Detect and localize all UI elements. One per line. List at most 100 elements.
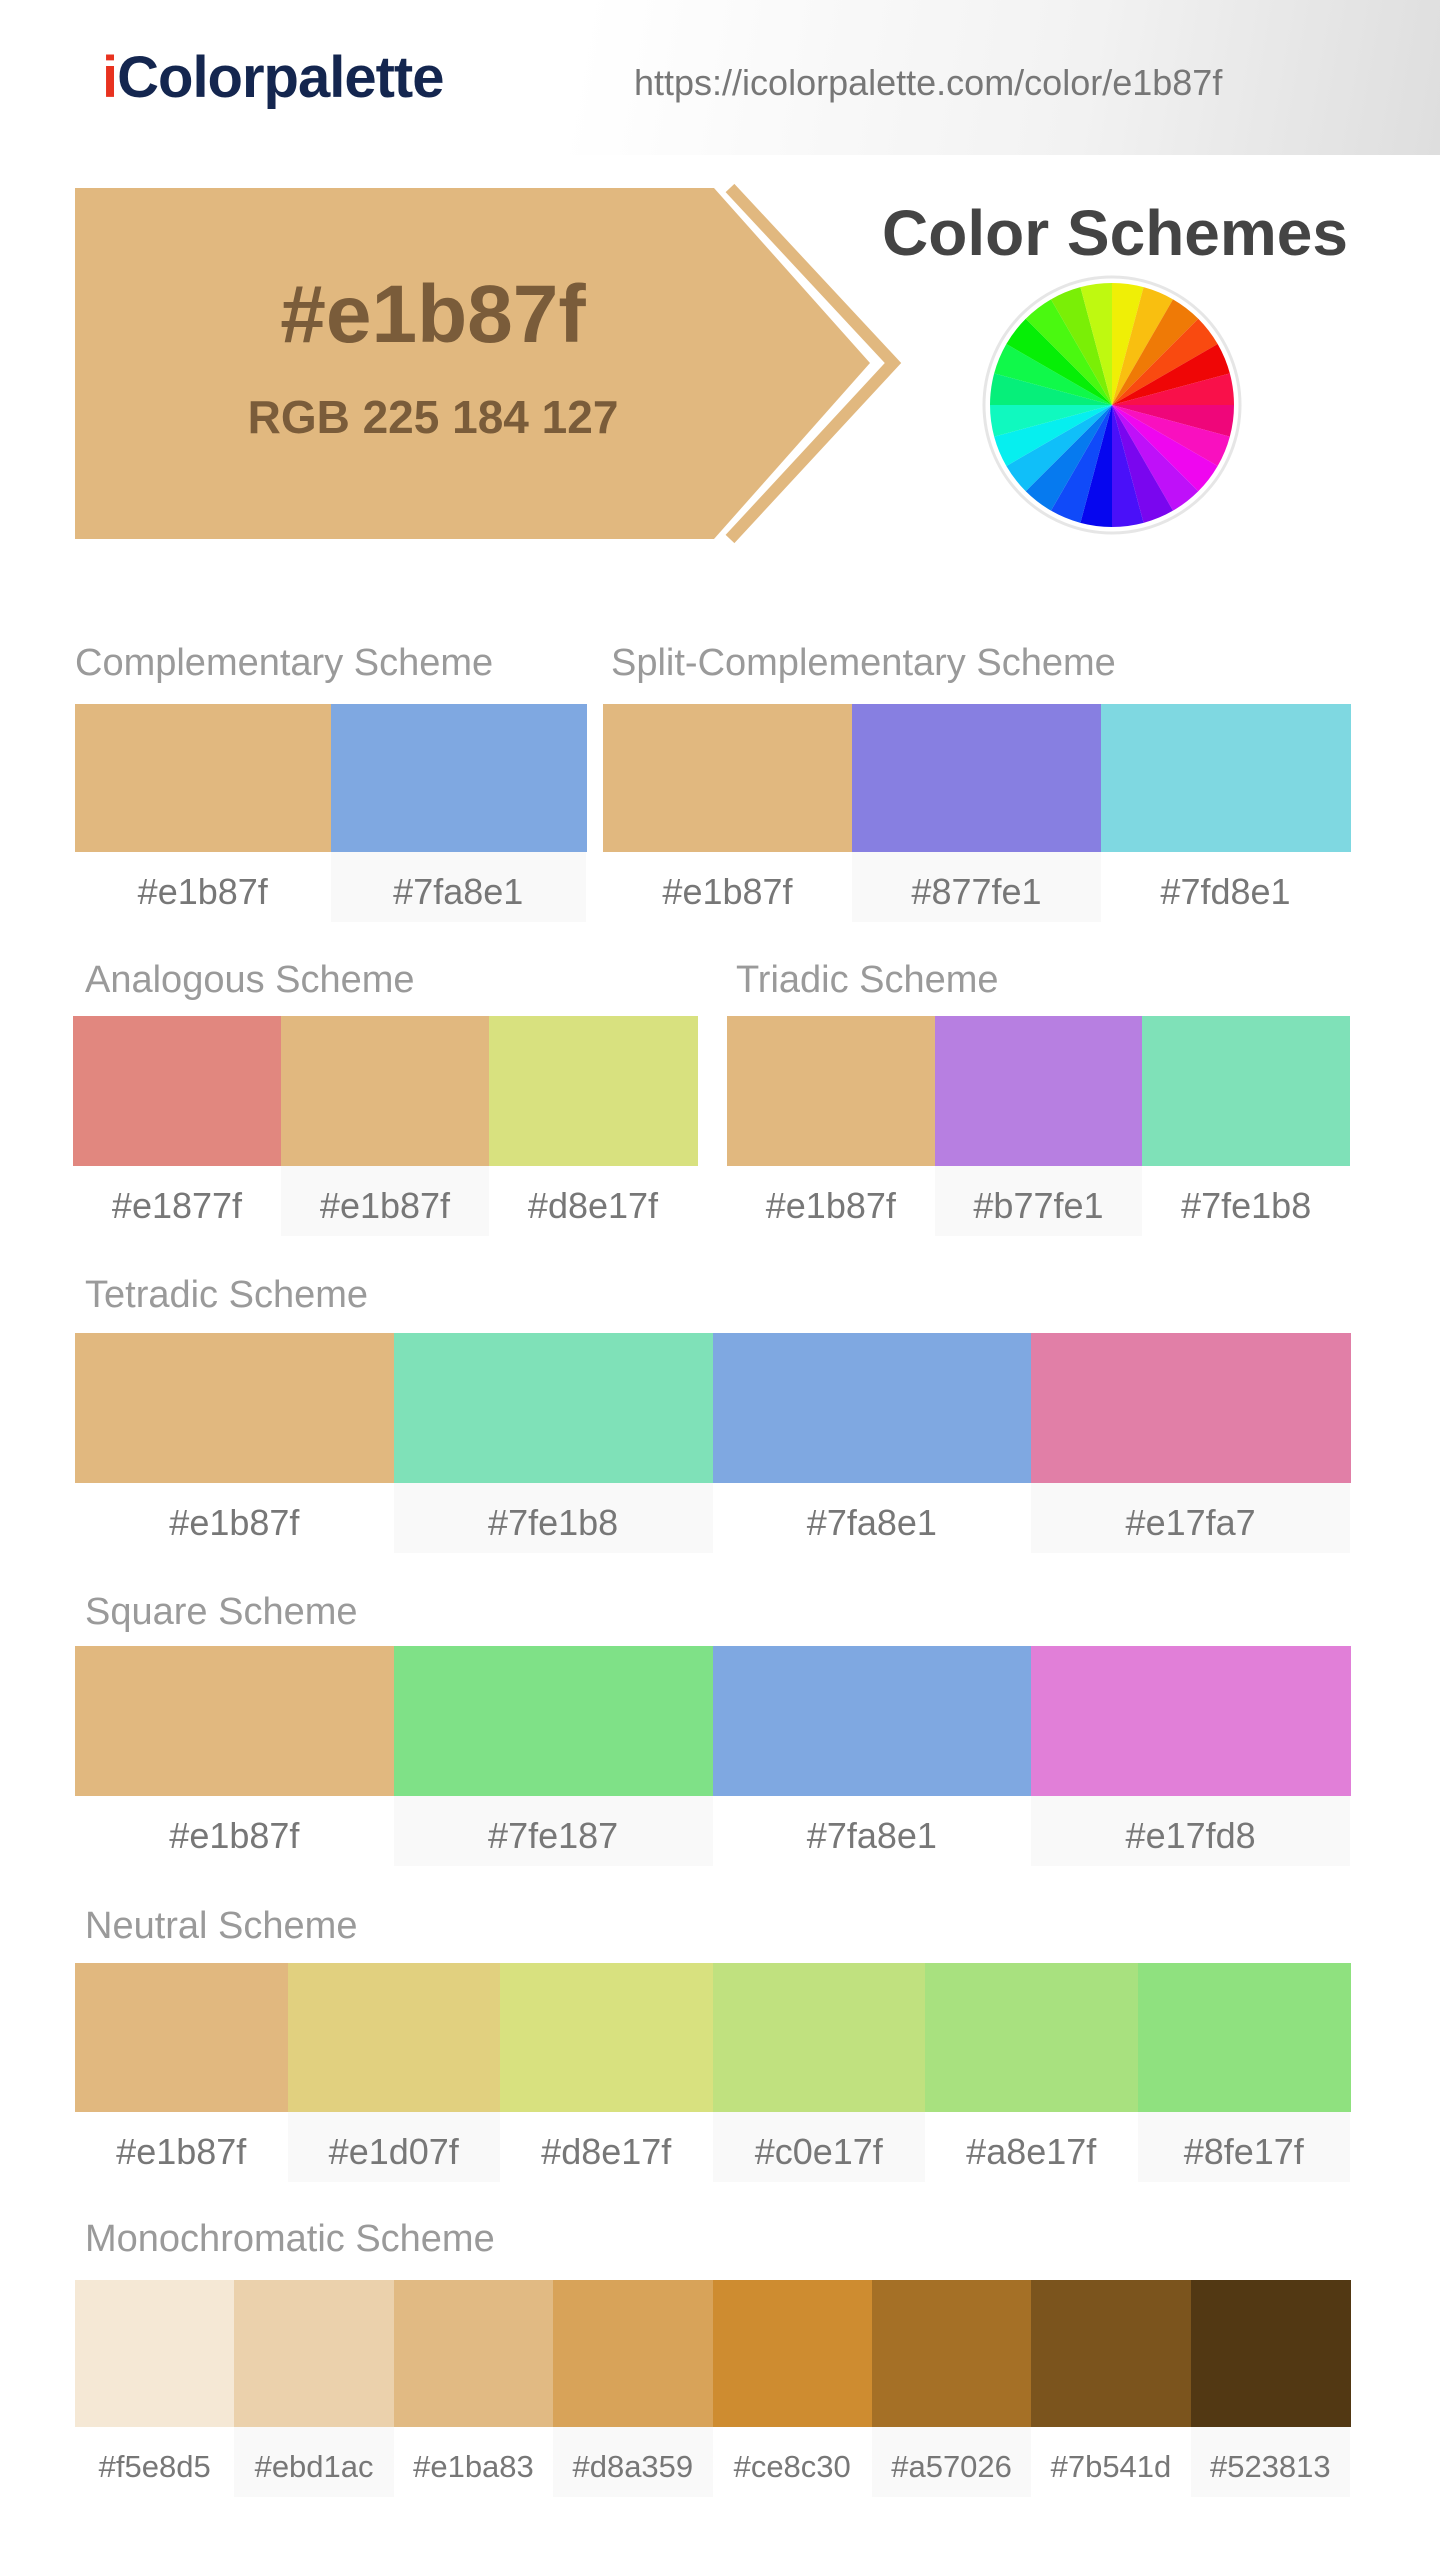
color-code[interactable]: #c0e17f [712, 2112, 925, 2182]
wheel-segment [1112, 283, 1144, 405]
color-code[interactable]: #8fe17f [1137, 2112, 1350, 2182]
scheme-title: Analogous Scheme [85, 959, 415, 1001]
color-code[interactable]: #ce8c30 [733, 2449, 851, 2484]
hero-hex: #e1b87f [280, 269, 586, 360]
swatch[interactable] [727, 1016, 936, 1166]
wheel-segment [990, 405, 1112, 437]
swatch[interactable] [712, 1646, 1032, 1796]
swatch[interactable] [73, 1016, 282, 1166]
color-code[interactable]: #7fa8e1 [806, 1815, 937, 1856]
swatch[interactable] [1031, 1646, 1351, 1796]
wheel-segment [1112, 373, 1234, 405]
swatch[interactable] [234, 2280, 395, 2427]
swatch[interactable] [603, 704, 853, 852]
wheel-segment [1006, 318, 1112, 405]
color-code[interactable]: #e1b87f [116, 2131, 247, 2172]
wheel-segment [1025, 405, 1112, 511]
color-code[interactable]: #e1877f [111, 1185, 243, 1226]
wheel-segment [1112, 318, 1218, 405]
swatch[interactable] [393, 1333, 713, 1483]
swatch[interactable] [393, 2280, 554, 2427]
color-code[interactable]: #d8e17f [527, 1185, 659, 1226]
wheel-segment [1112, 405, 1199, 511]
color-code[interactable]: #7fa8e1 [330, 852, 586, 922]
color-code[interactable]: #e1b87f [137, 871, 268, 912]
swatch[interactable] [75, 704, 331, 852]
swatch[interactable] [330, 704, 587, 852]
header: iColorpalette https://icolorpalette.com/… [0, 0, 1440, 155]
wheel-segment [1112, 405, 1234, 437]
wheel-segment [1112, 299, 1199, 405]
wheel-segment [1051, 405, 1112, 523]
color-code[interactable]: #e1b87f [662, 871, 793, 912]
color-code[interactable]: #7fe1b8 [1181, 1185, 1312, 1226]
wheel-segment [994, 405, 1112, 466]
color-code[interactable]: #7b541d [1050, 2449, 1172, 2484]
color-code[interactable]: #7fd8e1 [1160, 871, 1291, 912]
color-code[interactable]: #a8e17f [966, 2131, 1097, 2172]
color-code[interactable]: #e1d07f [287, 2112, 500, 2182]
swatch[interactable] [553, 2280, 713, 2427]
hero-rgb: RGB 225 184 127 [247, 391, 619, 443]
logo[interactable]: iColorpalette [102, 45, 444, 110]
section-title: Color Schemes [882, 197, 1348, 269]
swatch[interactable] [712, 1333, 1032, 1483]
swatch[interactable] [1031, 2280, 1192, 2427]
wheel-segment [1006, 405, 1112, 492]
color-code[interactable]: #7fa8e1 [806, 1502, 937, 1543]
color-wheel [990, 283, 1234, 527]
swatch[interactable] [871, 2280, 1032, 2427]
wheel-segment [1051, 287, 1112, 405]
swatch[interactable] [1190, 2280, 1351, 2427]
hero-banner [75, 188, 870, 539]
swatch[interactable] [75, 2280, 235, 2427]
swatch[interactable] [500, 1963, 713, 2112]
color-code[interactable]: #523813 [1190, 2427, 1350, 2497]
swatch[interactable] [712, 2280, 873, 2427]
color-code[interactable]: #e1b87f [169, 1815, 300, 1856]
wheel-segment [1112, 405, 1173, 523]
color-code[interactable]: #b77fe1 [934, 1166, 1143, 1236]
scheme-title: Tetradic Scheme [85, 1274, 369, 1316]
color-code[interactable]: #e1b87f [169, 1502, 300, 1543]
color-code[interactable]: #f5e8d5 [98, 2449, 211, 2484]
swatch[interactable] [75, 1333, 395, 1483]
color-code[interactable]: #e17fa7 [1031, 1483, 1350, 1553]
color-code[interactable]: #e1ba83 [413, 2449, 534, 2484]
swatch[interactable] [852, 704, 1102, 852]
swatch[interactable] [1031, 1333, 1351, 1483]
wheel-segment [1025, 299, 1112, 405]
wheel-segment [1112, 405, 1144, 527]
scheme-title: Triadic Scheme [736, 959, 999, 1001]
color-code[interactable]: #7fe1b8 [393, 1483, 713, 1553]
wheel-segment [994, 344, 1112, 405]
scheme-title: Monochromatic Scheme [85, 2218, 495, 2260]
hero-graphic [75, 183, 1242, 544]
color-code[interactable]: #d8e17f [541, 2131, 672, 2172]
wheel-segment [1112, 405, 1230, 466]
swatch[interactable] [1142, 1016, 1351, 1166]
color-code[interactable]: #d8a359 [553, 2427, 713, 2497]
color-code[interactable]: #a57026 [871, 2427, 1032, 2497]
swatch[interactable] [75, 1963, 288, 2112]
swatch[interactable] [925, 1963, 1138, 2112]
wheel-segment [1080, 405, 1112, 527]
color-code[interactable]: #ebd1ac [234, 2427, 394, 2497]
swatch[interactable] [287, 1963, 501, 2112]
color-code[interactable]: #7fe187 [393, 1796, 713, 1866]
color-code[interactable]: #e17fd8 [1031, 1796, 1350, 1866]
swatch[interactable] [393, 1646, 713, 1796]
swatch[interactable] [1101, 704, 1351, 852]
color-code[interactable]: #877fe1 [852, 852, 1101, 922]
swatch[interactable] [75, 1646, 395, 1796]
swatch[interactable] [712, 1963, 926, 2112]
swatch[interactable] [934, 1016, 1143, 1166]
swatch[interactable] [281, 1016, 490, 1166]
color-code[interactable]: #e1b87f [765, 1185, 896, 1226]
wheel-segment [1112, 405, 1218, 492]
swatch[interactable] [1137, 1963, 1351, 2112]
color-code[interactable]: #e1b87f [281, 1166, 489, 1236]
wheel-segment [1112, 344, 1230, 405]
swatch[interactable] [489, 1016, 698, 1166]
